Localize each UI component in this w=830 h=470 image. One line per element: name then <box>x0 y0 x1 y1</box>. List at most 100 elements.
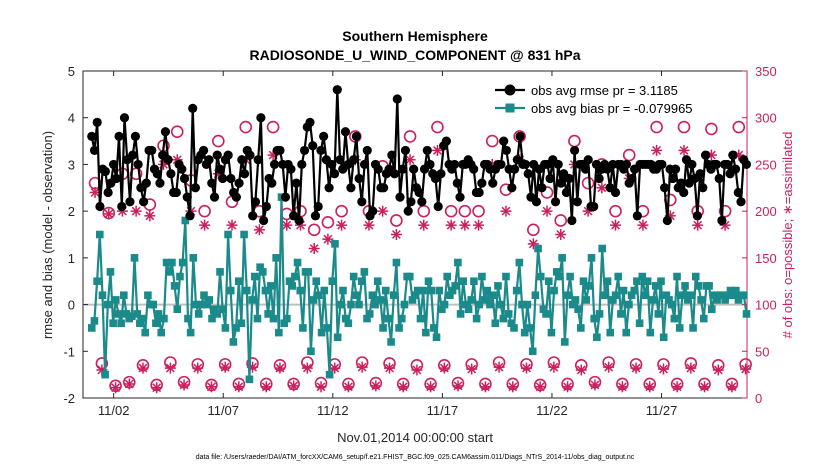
asterisk-stroke <box>344 382 353 392</box>
bias-point <box>259 268 267 276</box>
rmse-point <box>108 159 119 170</box>
bias-point <box>488 291 497 300</box>
bias-point <box>333 333 342 342</box>
obs-assimilated-point <box>301 362 313 374</box>
obs-assimilated-point <box>507 381 519 393</box>
obs-assimilated-point <box>637 219 649 231</box>
rmse-point <box>567 215 577 226</box>
obs-assimilated-point <box>137 362 149 374</box>
x-tick-label: 11/07 <box>207 403 239 418</box>
rmse-point <box>160 127 171 137</box>
obs-assimilated-point <box>596 182 608 194</box>
bias-point <box>288 282 297 290</box>
bias-point <box>109 319 117 328</box>
bias-point <box>387 338 395 346</box>
bias-point <box>435 286 443 295</box>
rmse-point <box>700 150 711 160</box>
x-tick-label: 11/22 <box>536 403 568 418</box>
bias-point <box>328 277 337 286</box>
asterisk-stroke <box>391 230 401 239</box>
asterisk-stroke <box>563 382 572 392</box>
asterisk-stroke <box>254 225 264 235</box>
rmse-point <box>329 169 340 179</box>
rmse-point <box>501 145 512 156</box>
bias-point <box>122 310 131 318</box>
bias-point <box>697 296 705 304</box>
obs-assimilated-point <box>520 362 532 374</box>
bias-point <box>510 324 518 332</box>
asterisk-stroke <box>220 362 230 372</box>
bias-point <box>414 286 422 295</box>
bias-point <box>603 277 612 286</box>
bias-point <box>504 310 513 318</box>
asterisk-stroke <box>741 364 751 374</box>
bias-point <box>416 314 425 323</box>
rmse-point <box>499 136 509 146</box>
bias-point <box>713 296 721 304</box>
bias-point <box>237 319 246 328</box>
obs-possible-point <box>705 122 718 136</box>
rmse-point <box>379 183 389 193</box>
rmse-point <box>698 183 708 193</box>
rmse-point <box>496 159 506 170</box>
obs-possible-point <box>444 204 458 218</box>
bias-point <box>202 300 211 309</box>
asterisk-stroke <box>111 383 121 393</box>
y-left-tick-label: -1 <box>63 344 75 359</box>
obs-assimilated-point <box>493 361 505 373</box>
bias-point <box>381 286 390 295</box>
asterisk-stroke <box>638 220 648 230</box>
obs-assimilated-point <box>644 381 656 393</box>
rmse-point <box>736 197 746 207</box>
bias-point <box>216 268 224 276</box>
bias-point <box>419 286 427 295</box>
asterisk-stroke <box>686 363 696 373</box>
bias-point <box>627 291 636 300</box>
bias-point <box>363 314 371 323</box>
bias-point <box>430 324 438 332</box>
rmse-point <box>324 183 334 193</box>
asterisk-stroke <box>549 362 559 372</box>
bias-point <box>699 314 708 323</box>
obs-possible-point <box>390 214 403 227</box>
rmse-point <box>717 215 727 226</box>
rmse-point <box>147 145 157 156</box>
bias-point <box>470 277 478 286</box>
rmse-point <box>226 173 236 184</box>
asterisk-stroke <box>645 382 655 392</box>
y-left-tick-label: -2 <box>63 391 75 406</box>
bias-point <box>218 305 227 314</box>
bias-point <box>667 300 676 309</box>
rmse-point <box>319 131 329 141</box>
obs-possible-point <box>239 120 253 134</box>
obs-assimilated-point <box>370 380 382 392</box>
rmse-point <box>179 173 190 184</box>
rmse-point <box>714 173 724 184</box>
rmse-point <box>130 131 141 141</box>
bias-point <box>635 319 644 328</box>
bias-point <box>742 310 751 318</box>
bias-point <box>427 286 435 295</box>
asterisk-stroke <box>700 382 709 392</box>
rmse-point <box>594 173 604 184</box>
rmse-point <box>545 173 555 184</box>
asterisk-stroke <box>131 206 141 216</box>
bias-point <box>272 254 280 262</box>
bias-point <box>256 263 264 271</box>
bias-point <box>528 347 537 356</box>
rmse-point <box>256 113 266 123</box>
obs-assimilated-point <box>657 363 669 375</box>
rmse-point <box>308 141 318 151</box>
bias-point <box>579 277 588 286</box>
bias-point <box>275 328 283 337</box>
rmse-point <box>417 197 427 207</box>
data-file-footnote: data file: /Users/raeder/DAI/ATM_forcXX/… <box>196 454 635 461</box>
bias-point <box>360 268 369 276</box>
bias-point <box>162 258 171 267</box>
rmse-point <box>373 164 383 174</box>
bias-point <box>464 305 473 314</box>
asterisk-stroke <box>207 382 216 392</box>
bias-point <box>467 296 476 304</box>
bias-point <box>515 258 524 267</box>
rmse-point <box>477 178 487 188</box>
